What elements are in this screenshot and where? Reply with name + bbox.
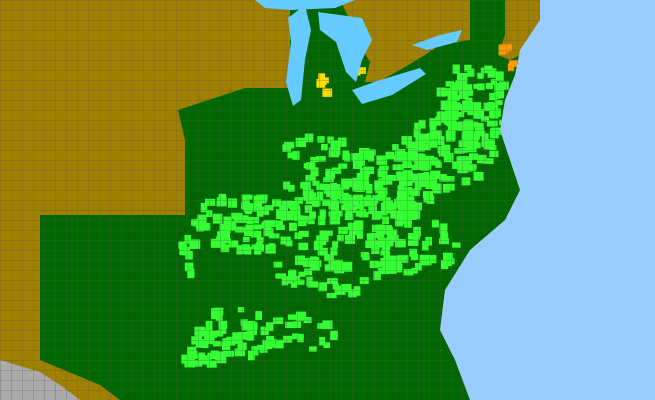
lake-huron [318, 12, 372, 82]
lake-erie [352, 68, 426, 104]
lake-michigan [286, 5, 311, 106]
lake-ontario [412, 30, 462, 50]
